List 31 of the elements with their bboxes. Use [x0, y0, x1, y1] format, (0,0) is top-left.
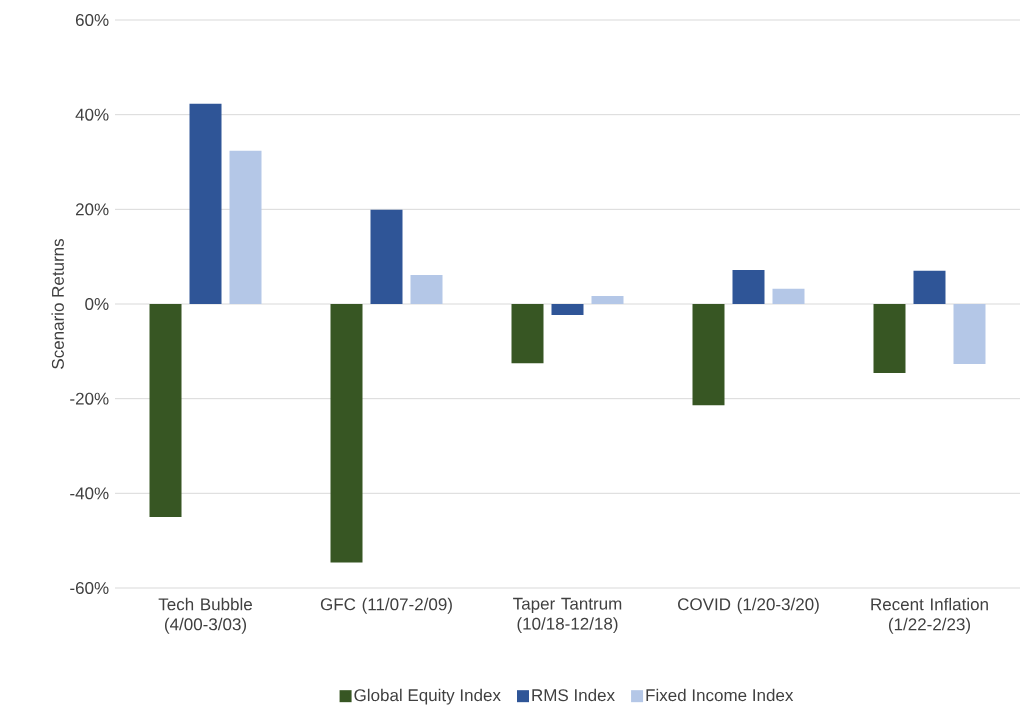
- legend-label: RMS Index: [532, 688, 615, 702]
- y-tick-label: 0%: [85, 297, 109, 311]
- x-tick-label: Taper Tantrum (10/18-12/18): [513, 597, 622, 634]
- bar: [772, 288, 805, 304]
- x-tick-label: GFC (11/07-2/09): [320, 597, 452, 614]
- legend-label: Fixed Income Index: [646, 688, 794, 702]
- bar: [370, 209, 403, 304]
- x-tick-label: COVID (1/20-3/20): [678, 597, 819, 614]
- bar: [873, 304, 906, 374]
- bar: [692, 304, 725, 406]
- y-tick-label: -40%: [70, 487, 109, 500]
- x-tick-label: Recent Inflation (1/22-2/23): [871, 597, 988, 634]
- bar: [591, 295, 624, 304]
- y-axis-title: Scenario Returns: [51, 238, 64, 369]
- y-tick-label: 60%: [75, 13, 109, 27]
- bar: [953, 304, 986, 365]
- y-tick-label: -60%: [70, 581, 109, 595]
- legend-label: Global Equity Index: [354, 688, 501, 705]
- y-tick-label: 40%: [75, 108, 109, 121]
- bar: [732, 269, 765, 304]
- y-tick-label: -20%: [70, 392, 109, 405]
- bar: [511, 304, 544, 364]
- bar: [229, 150, 262, 304]
- x-tick-label: Tech Bubble (4/00-3/03): [158, 597, 252, 634]
- y-tick-label: 20%: [75, 203, 109, 216]
- bar: [410, 275, 443, 304]
- bar: [149, 304, 182, 517]
- bar: [189, 103, 222, 304]
- bar: [551, 304, 584, 315]
- bar: [330, 304, 363, 563]
- bar: [913, 270, 946, 304]
